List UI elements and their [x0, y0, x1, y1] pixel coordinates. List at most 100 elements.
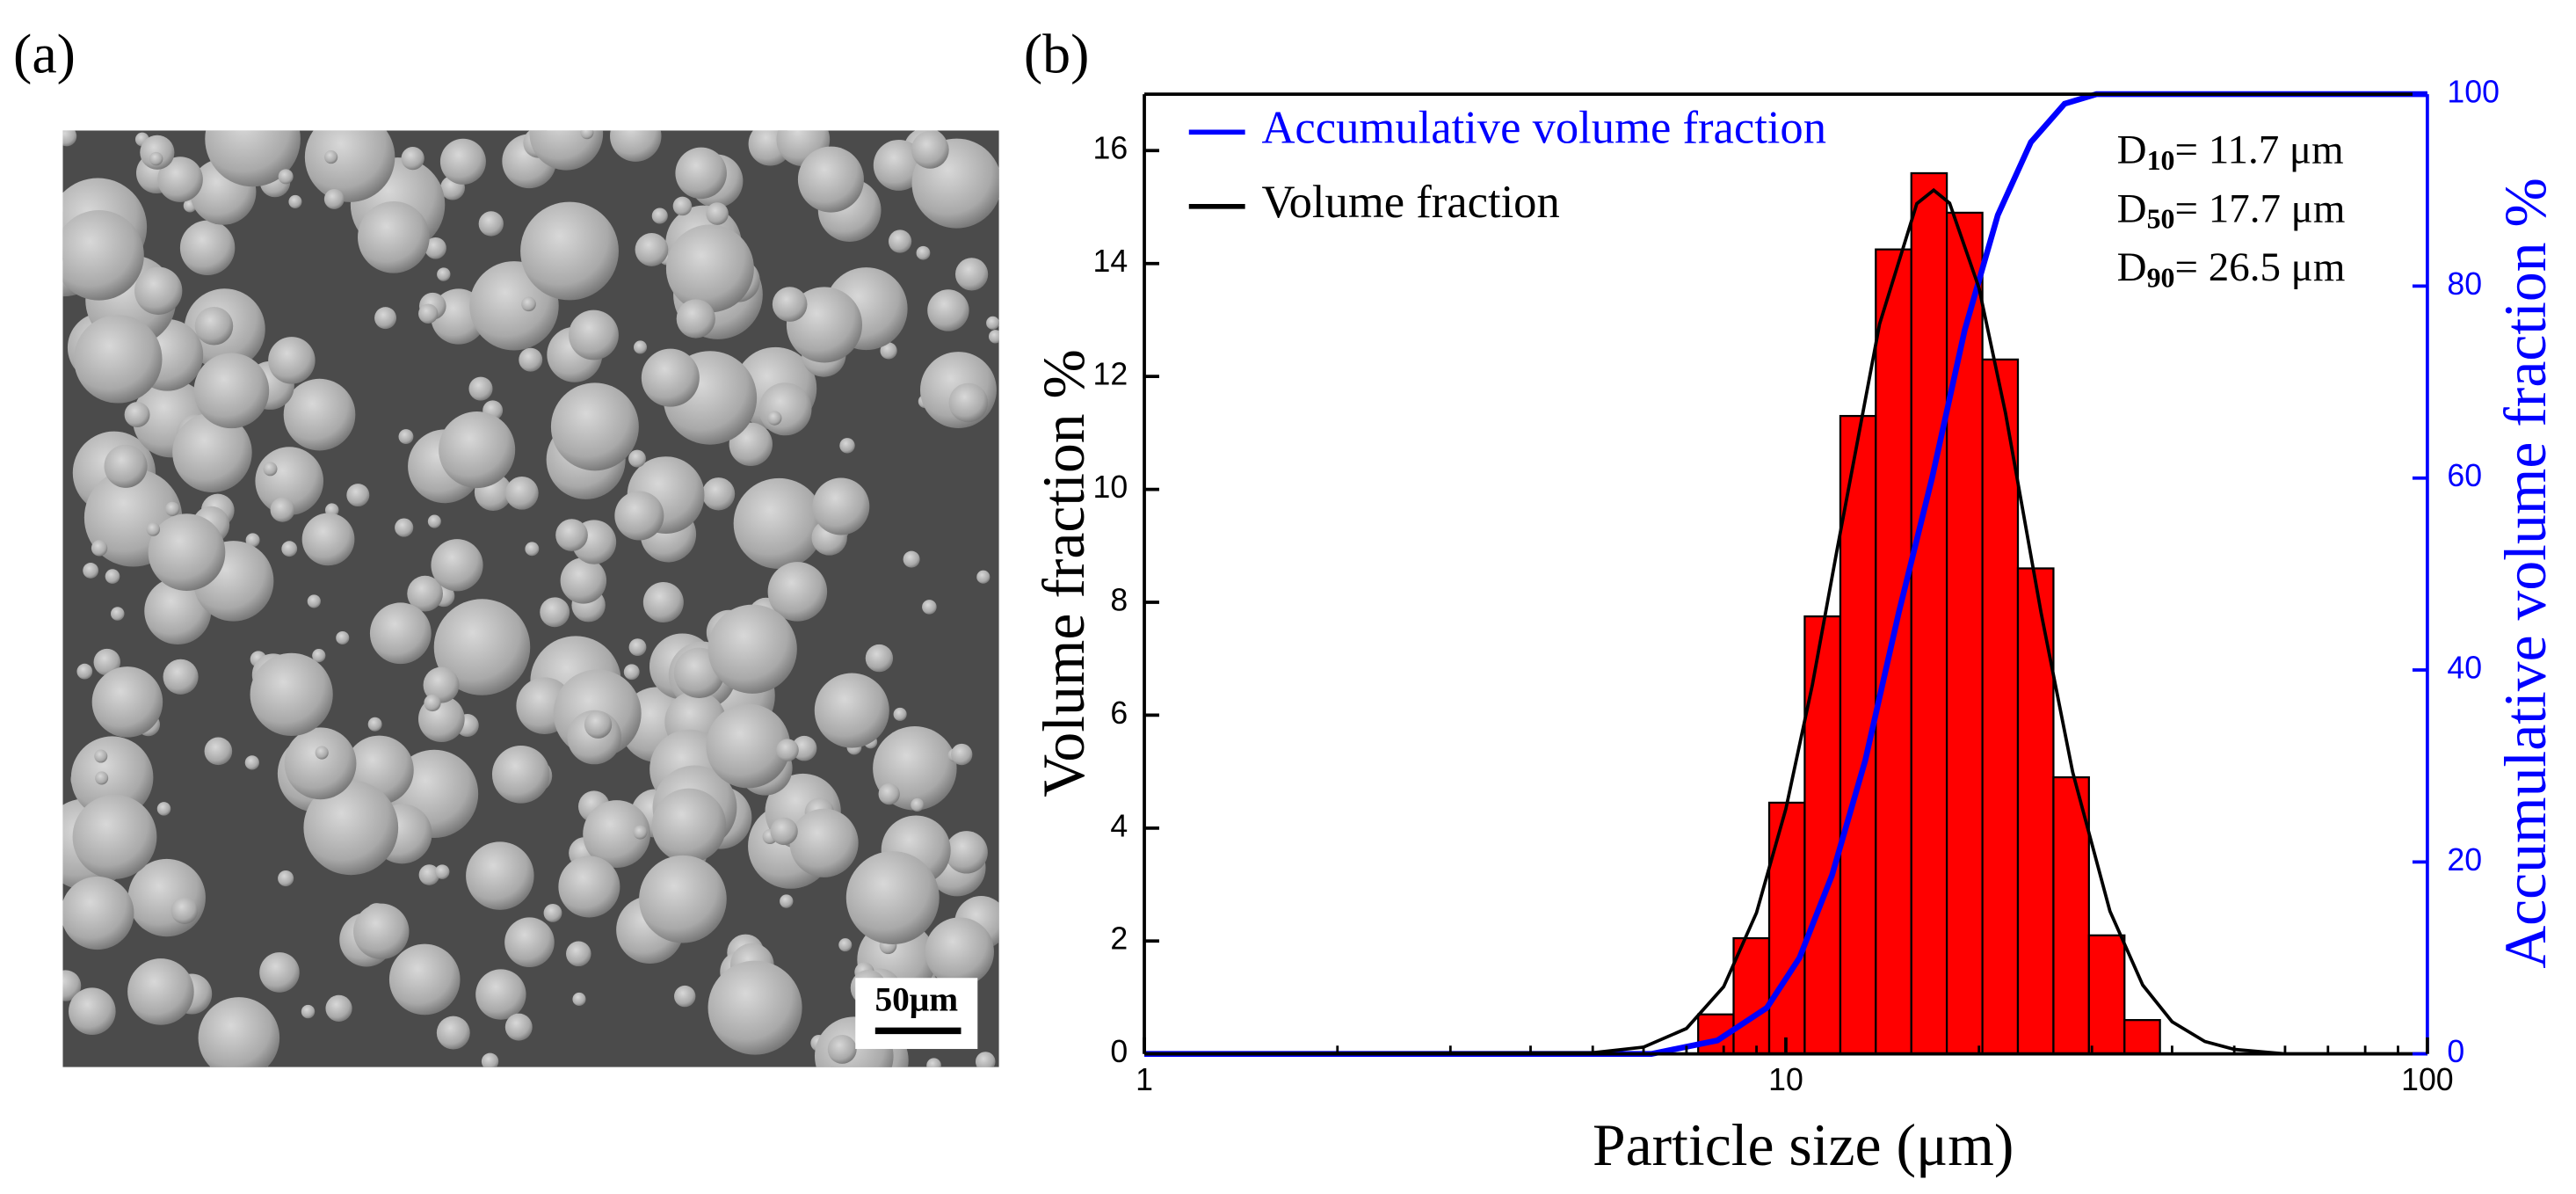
- particle: [437, 267, 451, 281]
- particle: [288, 194, 302, 208]
- particle: [156, 802, 171, 816]
- annotation-text: = 26.5 μm: [2175, 244, 2346, 290]
- y-tick-label: 2: [1110, 921, 1128, 957]
- particle: [639, 855, 727, 943]
- particle: [424, 237, 446, 259]
- particle: [62, 970, 82, 1001]
- x-tick-label: 1: [1136, 1062, 1153, 1097]
- particle: [707, 604, 797, 694]
- particle: [76, 663, 93, 680]
- particle: [797, 146, 864, 213]
- particle: [519, 347, 543, 372]
- y-tick-label: 14: [1093, 244, 1128, 279]
- bar: [2052, 775, 2090, 1055]
- particle: [245, 533, 260, 548]
- particle: [976, 570, 990, 584]
- bar: [2087, 934, 2126, 1055]
- series-line: [1144, 187, 2427, 1056]
- particle: [628, 449, 646, 468]
- particle: [888, 229, 912, 253]
- x-tick-label: 100: [2401, 1062, 2454, 1097]
- particle: [83, 563, 99, 579]
- particle: [767, 562, 828, 622]
- particle: [149, 151, 163, 166]
- particle: [369, 602, 432, 665]
- x-axis-label: Particle size (μm): [1593, 1112, 2014, 1178]
- particle: [198, 997, 280, 1067]
- particle: [395, 518, 414, 537]
- x-tick-label: 10: [1768, 1062, 1803, 1097]
- y-tick-label: 10: [1093, 470, 1128, 505]
- annotation-symbol: D: [2117, 127, 2147, 173]
- particle: [104, 444, 148, 488]
- particle: [767, 411, 782, 426]
- y-tick-label: 8: [1110, 582, 1128, 617]
- particle: [278, 169, 294, 185]
- annotation-subscript: 10: [2147, 145, 2175, 176]
- particle: [301, 513, 355, 566]
- particle: [91, 540, 108, 557]
- particle: [521, 296, 536, 312]
- annotation: D10= 11.7 μm: [2117, 127, 2344, 177]
- particle: [504, 1013, 533, 1041]
- particle: [812, 477, 870, 535]
- particle: [925, 917, 994, 987]
- particle: [179, 220, 236, 276]
- particle: [560, 557, 607, 604]
- particle: [468, 376, 493, 401]
- particle: [374, 307, 397, 330]
- bar: [1875, 248, 1912, 1055]
- series-line: [1144, 91, 2427, 1057]
- particle: [436, 1016, 470, 1050]
- particle: [927, 289, 969, 331]
- particle: [789, 808, 859, 877]
- legend-label: Accumulative volume fraction: [1261, 102, 1826, 153]
- particle: [878, 783, 900, 805]
- scale-bar-box: [855, 978, 978, 1050]
- particle: [312, 649, 326, 663]
- particle: [353, 903, 410, 960]
- particle: [124, 402, 150, 428]
- particle: [423, 666, 460, 703]
- particle: [263, 462, 278, 477]
- particle: [635, 233, 669, 266]
- particle: [434, 864, 450, 879]
- particle: [367, 717, 382, 732]
- particle: [475, 969, 526, 1020]
- particle: [543, 903, 562, 922]
- annotation: D50= 17.7 μm: [2117, 186, 2346, 235]
- particle: [572, 992, 586, 1006]
- particle: [244, 755, 259, 770]
- particle: [259, 952, 300, 993]
- particle: [431, 539, 483, 592]
- particle: [642, 582, 684, 623]
- particle: [418, 864, 440, 885]
- particle: [283, 378, 356, 451]
- particle: [95, 771, 109, 785]
- particle: [439, 411, 516, 489]
- particle: [281, 541, 298, 557]
- particle: [504, 917, 555, 968]
- particle: [163, 659, 199, 695]
- particle: [633, 825, 648, 840]
- particle: [988, 330, 999, 344]
- particle: [324, 149, 338, 164]
- particle: [610, 130, 662, 162]
- annotation-symbol: D: [2117, 186, 2147, 231]
- particle: [814, 673, 889, 748]
- particle: [204, 737, 233, 766]
- bar: [1803, 615, 1842, 1055]
- particle: [827, 1034, 857, 1064]
- particle: [278, 870, 294, 887]
- y2-tick-label: 40: [2447, 650, 2482, 685]
- particle: [838, 938, 853, 952]
- particle: [903, 550, 920, 568]
- y-tick-label: 16: [1093, 131, 1128, 166]
- particle: [672, 196, 693, 216]
- particle: [525, 542, 540, 557]
- particle: [481, 1052, 499, 1067]
- particle: [466, 841, 534, 910]
- particle: [62, 130, 77, 147]
- y-tick-label: 0: [1110, 1034, 1128, 1069]
